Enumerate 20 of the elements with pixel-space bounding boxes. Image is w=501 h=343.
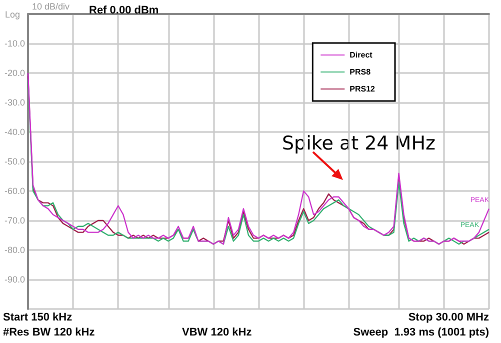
text: Log	[5, 10, 20, 20]
text: Stop 30.00 MHz	[408, 312, 490, 324]
text: VBW 120 kHz	[182, 326, 252, 338]
chart-title: Ref 0.00 dBm	[89, 4, 159, 16]
text: Start 150 kHz	[3, 312, 73, 324]
y-tick-label: -10.0	[4, 38, 25, 48]
y-tick-label: -30.0	[4, 98, 25, 108]
y-tick-label: -90.0	[4, 274, 25, 284]
text: 10 dB/div	[32, 2, 70, 12]
legend-label: PRS12	[350, 84, 376, 94]
legend-label: Direct	[350, 50, 373, 60]
y-tick-label: -40.0	[4, 127, 25, 137]
y-tick-label: -80.0	[4, 245, 25, 255]
y-tick-label: -70.0	[4, 216, 25, 226]
y-tick-label: -20.0	[4, 68, 25, 78]
y-tick-label: -60.0	[4, 186, 25, 196]
y-tick-label: -50.0	[4, 156, 25, 166]
text: #Res BW 120 kHz	[3, 326, 96, 338]
text: Sweep 1.93 ms (1001 pts)	[353, 326, 490, 338]
legend-label: PRS8	[350, 68, 372, 76]
